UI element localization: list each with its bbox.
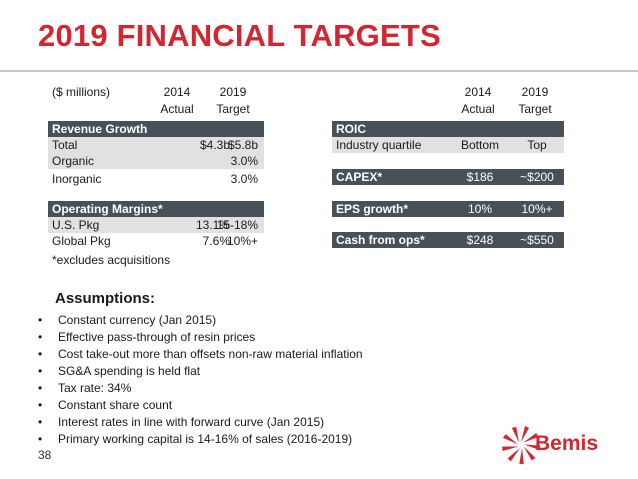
list-item: • Tax rate: 34% [38, 381, 132, 395]
bullet-icon: • [38, 381, 43, 395]
cash-row: Cash from ops* $248 ~$550 [332, 232, 564, 248]
list-item: • SG&A spending is held flat [38, 364, 201, 378]
eps-target: 10%+ [521, 202, 553, 216]
table-row: Global Pkg 7.6% 10%+ [48, 233, 264, 249]
list-item: • Constant share count [38, 398, 173, 412]
logo-text: Bemis [535, 432, 599, 455]
bullet-icon: • [38, 313, 43, 327]
list-item: • Effective pass-through of resin prices [38, 330, 256, 344]
bullet-icon: • [38, 432, 43, 446]
eps-row: EPS growth* 10% 10%+ [332, 201, 564, 217]
left-col1-type: Actual [160, 102, 194, 116]
row-label: Global Pkg [52, 234, 111, 248]
list-item: • Cost take-out more than offsets non-raw… [38, 347, 363, 361]
list-item: • Primary working capital is 14-16% of sa… [38, 432, 353, 446]
capex-label: CAPEX* [336, 170, 383, 184]
list-item: • Interest rates in line with forward cur… [38, 415, 325, 429]
footnote: *excludes acquisitions [52, 253, 171, 267]
eps-label: EPS growth* [336, 202, 409, 216]
assumptions-title: Assumptions: [55, 290, 156, 307]
eps-actual: 10% [467, 202, 493, 216]
bullet-icon: • [38, 398, 43, 412]
right-col1-type: Actual [461, 102, 495, 116]
table-row: Total $4.3b $5.8b [48, 137, 264, 153]
list-item: • Constant currency (Jan 2015) [38, 313, 217, 327]
bullet-icon: • [38, 415, 43, 429]
row-actual: $4.3b [199, 138, 230, 152]
page-number: 38 [38, 448, 52, 462]
table-row: Organic 3.0% [48, 153, 264, 169]
right-col2-type: Target [518, 102, 552, 116]
left-col1-year: 2014 [163, 85, 191, 99]
bemis-starburst-icon [502, 426, 541, 465]
row-label: Inorganic [52, 172, 102, 186]
bullet-icon: • [38, 364, 43, 378]
left-col2-type: Target [216, 102, 250, 116]
right-col1-year: 2014 [464, 85, 492, 99]
row-target: 15-18% [216, 218, 258, 232]
left-col2-year: 2019 [219, 85, 247, 99]
capex-target: ~$200 [520, 170, 554, 184]
assumptions-list: • Constant currency (Jan 2015) • Effective… [38, 312, 363, 448]
roic-heading: ROIC [332, 121, 564, 137]
row-label: Organic [52, 154, 95, 168]
cash-target: ~$550 [520, 233, 554, 247]
table-row: Inorganic 3.0% [48, 171, 264, 187]
capex-actual: $186 [466, 170, 494, 184]
revenue-growth-heading: Revenue Growth [48, 121, 264, 137]
units-label: ($ millions) [52, 85, 111, 99]
bullet-icon: • [38, 347, 43, 361]
bemis-logo [502, 426, 541, 465]
row-label: Total [52, 138, 78, 152]
row-actual: Bottom [460, 138, 499, 152]
row-target: $5.8b [227, 138, 258, 152]
page-title: 2019 FINANCIAL TARGETS [38, 18, 441, 53]
table-row: U.S. Pkg 13.1% 15-18% [48, 217, 264, 233]
row-target: Top [527, 138, 547, 152]
cash-label: Cash from ops* [336, 233, 425, 247]
right-col2-year: 2019 [521, 85, 549, 99]
title-divider [0, 70, 638, 72]
table-row: Industry quartile Bottom Top [332, 137, 564, 153]
row-target: 3.0% [230, 172, 258, 186]
row-label: U.S. Pkg [52, 218, 100, 232]
bullet-icon: • [38, 330, 43, 344]
cash-actual: $248 [466, 233, 494, 247]
row-actual: 13.1% [195, 218, 230, 232]
row-actual: 7.6% [202, 234, 230, 248]
capex-row: CAPEX* $186 ~$200 [332, 169, 564, 185]
row-label: Industry quartile [336, 138, 422, 152]
row-target: 3.0% [230, 154, 258, 168]
row-target: 10%+ [226, 234, 258, 248]
operating-margins-heading: Operating Margins* [48, 201, 264, 217]
